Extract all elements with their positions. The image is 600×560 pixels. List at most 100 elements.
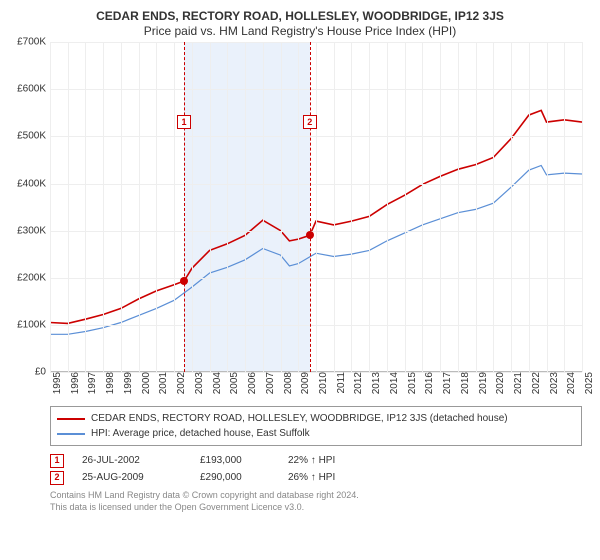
y-tick-label: £300K <box>17 225 50 236</box>
footer-line-1: Contains HM Land Registry data © Crown c… <box>50 490 582 502</box>
x-tick-label: 2016 <box>422 372 435 394</box>
legend: CEDAR ENDS, RECTORY ROAD, HOLLESLEY, WOO… <box>50 406 582 446</box>
gridline-vertical <box>529 42 530 372</box>
sale-marker-badge: 1 <box>177 115 191 129</box>
legend-swatch <box>57 418 85 420</box>
gridline-vertical <box>298 42 299 372</box>
gridline-vertical <box>476 42 477 372</box>
sale-marker-badge: 2 <box>303 115 317 129</box>
x-tick-label: 2019 <box>476 372 489 394</box>
gridline-vertical <box>564 42 565 372</box>
x-tick-label: 2025 <box>582 372 595 394</box>
sales-table: 1 26-JUL-2002 £193,000 22% ↑ HPI 2 25-AUG-200… <box>50 452 582 486</box>
gridline-vertical <box>263 42 264 372</box>
x-tick-label: 2023 <box>547 372 560 394</box>
x-tick-label: 1996 <box>68 372 81 394</box>
gridline-vertical <box>227 42 228 372</box>
y-tick-label: £500K <box>17 131 50 142</box>
gridline-vertical <box>422 42 423 372</box>
sale-id-badge: 1 <box>50 454 64 468</box>
sale-point <box>306 231 314 239</box>
sale-price: £290,000 <box>200 469 270 486</box>
footer-line-2: This data is licensed under the Open Gov… <box>50 502 582 514</box>
sale-row: 2 25-AUG-2009 £290,000 26% ↑ HPI <box>50 469 582 486</box>
gridline-vertical <box>174 42 175 372</box>
x-tick-label: 2014 <box>387 372 400 394</box>
x-tick-label: 2020 <box>493 372 506 394</box>
sale-hpi-delta: 26% ↑ HPI <box>288 469 378 486</box>
x-tick-label: 2010 <box>316 372 329 394</box>
x-tick-label: 1995 <box>50 372 63 394</box>
gridline-vertical <box>210 42 211 372</box>
sale-point <box>180 277 188 285</box>
legend-row: CEDAR ENDS, RECTORY ROAD, HOLLESLEY, WOO… <box>57 411 575 426</box>
sale-marker-line <box>310 42 311 372</box>
gridline-vertical <box>440 42 441 372</box>
x-tick-label: 2017 <box>440 372 453 394</box>
x-tick-label: 2002 <box>174 372 187 394</box>
gridline-vertical <box>121 42 122 372</box>
sale-id-badge: 2 <box>50 471 64 485</box>
legend-label: CEDAR ENDS, RECTORY ROAD, HOLLESLEY, WOO… <box>91 411 508 426</box>
sale-row: 1 26-JUL-2002 £193,000 22% ↑ HPI <box>50 452 582 469</box>
x-tick-label: 1998 <box>103 372 116 394</box>
chart-subtitle: Price paid vs. HM Land Registry's House … <box>12 24 588 38</box>
gridline-vertical <box>281 42 282 372</box>
y-tick-label: £100K <box>17 320 50 331</box>
sale-date: 26-JUL-2002 <box>82 452 182 469</box>
x-tick-label: 2015 <box>405 372 418 394</box>
gridline-vertical <box>316 42 317 372</box>
gridline-vertical <box>103 42 104 372</box>
gridline-vertical <box>493 42 494 372</box>
gridline-vertical <box>156 42 157 372</box>
gridline-vertical <box>405 42 406 372</box>
gridline-vertical <box>458 42 459 372</box>
y-tick-label: £700K <box>17 37 50 48</box>
x-tick-label: 2001 <box>156 372 169 394</box>
gridline-vertical <box>387 42 388 372</box>
x-tick-label: 2012 <box>351 372 364 394</box>
y-tick-label: £0 <box>35 367 50 378</box>
gridline-vertical <box>351 42 352 372</box>
chart-title: CEDAR ENDS, RECTORY ROAD, HOLLESLEY, WOO… <box>12 8 588 24</box>
sale-hpi-delta: 22% ↑ HPI <box>288 452 378 469</box>
footer-attribution: Contains HM Land Registry data © Crown c… <box>50 490 582 513</box>
gridline-vertical <box>334 42 335 372</box>
x-tick-label: 2004 <box>210 372 223 394</box>
y-tick-label: £400K <box>17 178 50 189</box>
legend-swatch <box>57 433 85 435</box>
sale-marker-line <box>184 42 185 372</box>
x-tick-label: 2000 <box>139 372 152 394</box>
x-tick-label: 2006 <box>245 372 258 394</box>
gridline-vertical <box>511 42 512 372</box>
gridline-vertical <box>369 42 370 372</box>
gridline-vertical <box>68 42 69 372</box>
gridline-vertical <box>50 42 51 372</box>
sale-price: £193,000 <box>200 452 270 469</box>
x-tick-label: 2021 <box>511 372 524 394</box>
x-tick-label: 2008 <box>281 372 294 394</box>
legend-row: HPI: Average price, detached house, East… <box>57 426 575 441</box>
x-tick-label: 1999 <box>121 372 134 394</box>
x-tick-label: 2022 <box>529 372 542 394</box>
x-tick-label: 2005 <box>227 372 240 394</box>
gridline-vertical <box>582 42 583 372</box>
chart-container: CEDAR ENDS, RECTORY ROAD, HOLLESLEY, WOO… <box>0 0 600 560</box>
x-tick-label: 2024 <box>564 372 577 394</box>
x-tick-label: 2007 <box>263 372 276 394</box>
gridline-vertical <box>85 42 86 372</box>
gridline-vertical <box>245 42 246 372</box>
x-tick-label: 2011 <box>334 372 347 394</box>
plot-zone: £0£100K£200K£300K£400K£500K£600K£700K199… <box>50 42 582 372</box>
x-tick-label: 1997 <box>85 372 98 394</box>
x-tick-label: 2018 <box>458 372 471 394</box>
y-tick-label: £200K <box>17 272 50 283</box>
plot-area: £0£100K£200K£300K£400K£500K£600K£700K199… <box>50 42 582 372</box>
y-tick-label: £600K <box>17 84 50 95</box>
x-tick-label: 2009 <box>298 372 311 394</box>
x-tick-label: 2003 <box>192 372 205 394</box>
legend-label: HPI: Average price, detached house, East… <box>91 426 310 441</box>
gridline-vertical <box>139 42 140 372</box>
gridline-vertical <box>192 42 193 372</box>
sale-date: 25-AUG-2009 <box>82 469 182 486</box>
